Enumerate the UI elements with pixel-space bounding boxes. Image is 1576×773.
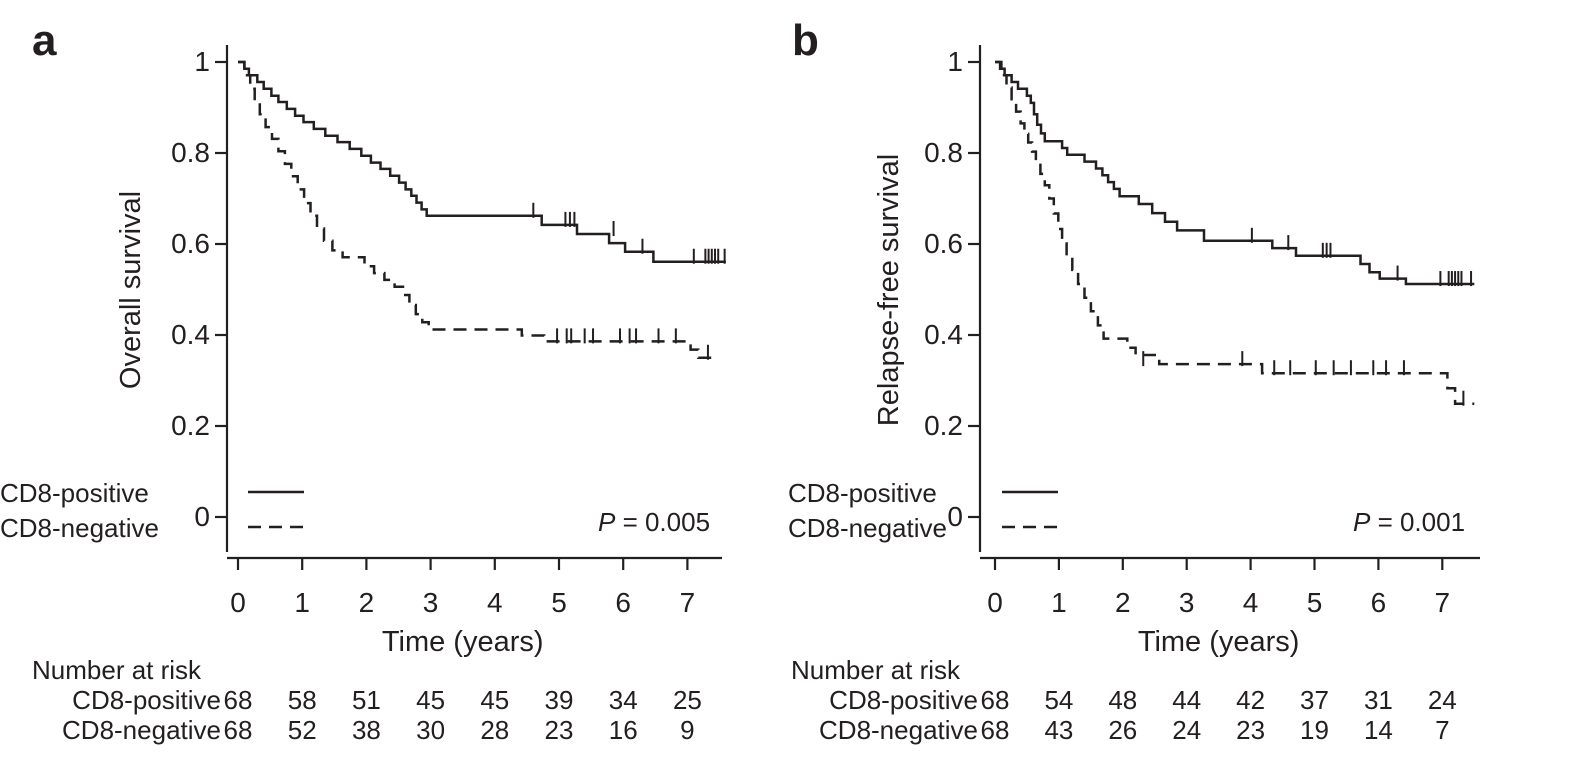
x-tick-label: 1 bbox=[1051, 587, 1067, 618]
risk-row-label-cd8-negative: CD8-negative bbox=[819, 715, 978, 745]
legend-label-cd8-negative: CD8-negative bbox=[788, 513, 947, 543]
risk-count: 52 bbox=[288, 715, 317, 745]
risk-count: 19 bbox=[1300, 715, 1329, 745]
panel-a: 1 0.8 0.6 0.4 0.2 0 0 1 2 3 4 5 6 7 Time (years) Overal… bbox=[0, 0, 788, 768]
risk-count: 14 bbox=[1364, 715, 1393, 745]
panel-b: 1 0.8 0.6 0.4 0.2 0 0 1 2 3 4 5 6 7 Time (years) Relaps… bbox=[788, 0, 1576, 768]
y-tick-label: 0.2 bbox=[171, 410, 210, 441]
risk-count: 24 bbox=[1428, 685, 1457, 715]
x-tick-label: 0 bbox=[987, 587, 1003, 618]
risk-row-label-cd8-positive: CD8-positive bbox=[829, 685, 978, 715]
risk-count: 45 bbox=[480, 685, 509, 715]
x-tick-label: 4 bbox=[1243, 587, 1259, 618]
y-tick-label: 0.6 bbox=[924, 228, 963, 259]
risk-count: 34 bbox=[609, 685, 638, 715]
km-curve-cd8-positive bbox=[995, 60, 1475, 286]
y-axis-title: Relapse-free survival bbox=[873, 154, 905, 426]
km-curve-cd8-negative bbox=[995, 60, 1475, 405]
risk-count: 16 bbox=[609, 715, 638, 745]
risk-count: 26 bbox=[1108, 715, 1137, 745]
y-tick-label: 0.8 bbox=[924, 137, 963, 168]
risk-count: 45 bbox=[416, 685, 445, 715]
risk-count: 51 bbox=[352, 685, 381, 715]
y-tick-label: 0.2 bbox=[924, 410, 963, 441]
x-axis-title: Time (years) bbox=[1138, 626, 1300, 658]
risk-table-title: Number at risk bbox=[791, 655, 961, 685]
y-tick-label: 1 bbox=[947, 46, 963, 77]
x-tick-label: 3 bbox=[423, 587, 439, 618]
risk-table-title: Number at risk bbox=[32, 655, 202, 685]
x-tick-label: 6 bbox=[1371, 587, 1387, 618]
y-tick-label: 0.4 bbox=[171, 319, 210, 350]
p-value: P = 0.005 bbox=[598, 507, 710, 537]
panel-letter: b bbox=[792, 16, 819, 65]
risk-count: 24 bbox=[1172, 715, 1201, 745]
y-tick-label: 1 bbox=[194, 46, 210, 77]
x-tick-label: 2 bbox=[359, 587, 375, 618]
legend-label-cd8-negative: CD8-negative bbox=[0, 513, 159, 543]
x-tick-label: 5 bbox=[551, 587, 567, 618]
x-tick-label: 7 bbox=[1435, 587, 1451, 618]
legend-label-cd8-positive: CD8-positive bbox=[0, 478, 149, 508]
risk-count: 68 bbox=[224, 685, 253, 715]
risk-count: 28 bbox=[480, 715, 509, 745]
risk-count: 7 bbox=[1435, 715, 1449, 745]
risk-row-label-cd8-negative: CD8-negative bbox=[62, 715, 221, 745]
x-tick-label: 6 bbox=[615, 587, 631, 618]
x-tick-label: 7 bbox=[680, 587, 696, 618]
x-tick-label: 1 bbox=[294, 587, 310, 618]
risk-count: 31 bbox=[1364, 685, 1393, 715]
risk-count: 42 bbox=[1236, 685, 1265, 715]
risk-count: 44 bbox=[1172, 685, 1201, 715]
x-tick-label: 0 bbox=[230, 587, 246, 618]
y-tick-label: 0.8 bbox=[171, 137, 210, 168]
p-value: P = 0.001 bbox=[1353, 507, 1465, 537]
y-axis-title: Overall survival bbox=[115, 191, 147, 389]
risk-row-label-cd8-positive: CD8-positive bbox=[72, 685, 221, 715]
risk-count: 9 bbox=[680, 715, 694, 745]
y-tick-label: 0 bbox=[194, 501, 210, 532]
risk-count: 30 bbox=[416, 715, 445, 745]
risk-count: 68 bbox=[224, 715, 253, 745]
risk-count: 39 bbox=[545, 685, 574, 715]
risk-count: 68 bbox=[981, 685, 1010, 715]
risk-count: 25 bbox=[673, 685, 702, 715]
km-curve-cd8-negative bbox=[238, 60, 714, 360]
risk-count: 43 bbox=[1044, 715, 1073, 745]
risk-count: 54 bbox=[1044, 685, 1073, 715]
risk-count: 58 bbox=[288, 685, 317, 715]
risk-count: 23 bbox=[1236, 715, 1265, 745]
y-tick-label: 0 bbox=[947, 501, 963, 532]
risk-count: 68 bbox=[981, 715, 1010, 745]
y-tick-label: 0.6 bbox=[171, 228, 210, 259]
risk-count: 38 bbox=[352, 715, 381, 745]
risk-count: 37 bbox=[1300, 685, 1329, 715]
x-tick-label: 3 bbox=[1179, 587, 1195, 618]
x-tick-label: 5 bbox=[1307, 587, 1323, 618]
risk-count: 48 bbox=[1108, 685, 1137, 715]
panel-letter: a bbox=[32, 16, 57, 65]
risk-count: 23 bbox=[545, 715, 574, 745]
y-tick-label: 0.4 bbox=[924, 319, 963, 350]
legend-label-cd8-positive: CD8-positive bbox=[788, 478, 937, 508]
x-axis-title: Time (years) bbox=[382, 626, 544, 658]
x-tick-label: 4 bbox=[487, 587, 503, 618]
x-tick-label: 2 bbox=[1115, 587, 1131, 618]
km-curve-cd8-positive bbox=[238, 60, 726, 263]
